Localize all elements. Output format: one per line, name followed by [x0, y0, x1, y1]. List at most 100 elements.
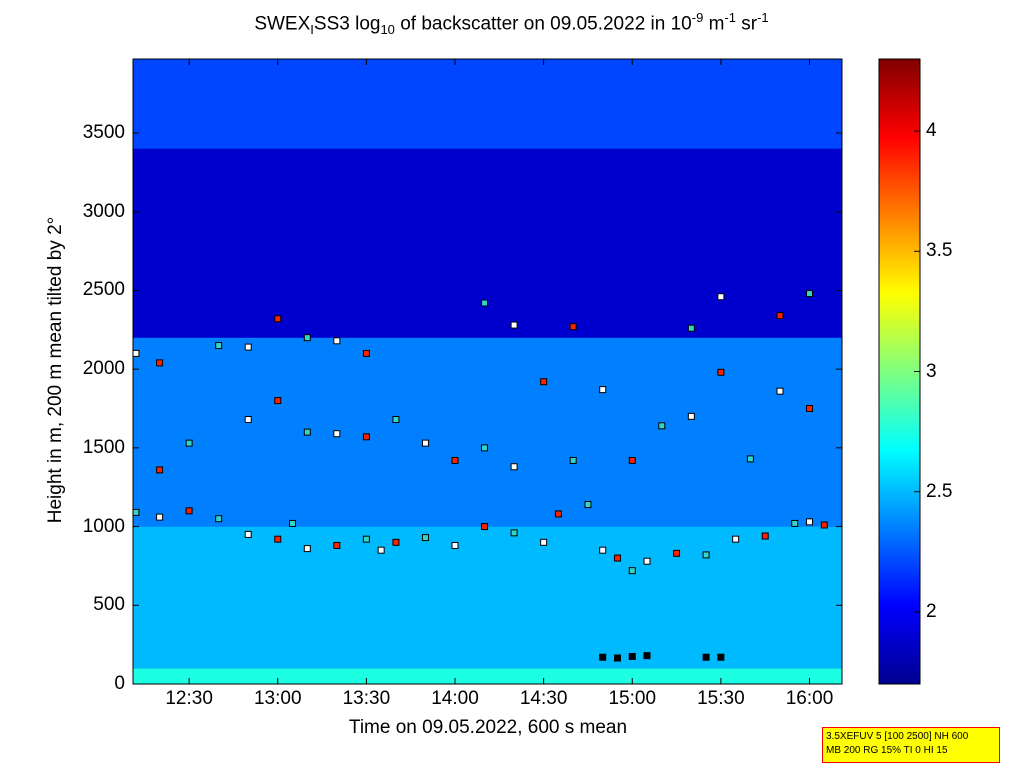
heat-layer-2 [133, 337, 842, 527]
marker-point [377, 546, 385, 554]
marker-point [643, 557, 651, 565]
x-tick-label: 13:30 [342, 688, 391, 709]
marker-point [717, 368, 725, 376]
processing-info-box: 3.5XEFUV 5 [100 2500] NH 600 MB 200 RG 1… [822, 727, 1000, 763]
marker-point [156, 513, 164, 521]
marker-point [185, 507, 193, 515]
marker-point [451, 456, 459, 464]
marker-point [540, 378, 548, 386]
info-line-2: MB 200 RG 15% TI 0 HI 15 [826, 745, 948, 756]
marker-point [599, 386, 607, 394]
marker-point [274, 535, 282, 543]
marker-point [702, 551, 710, 559]
x-axis-label: Time on 09.05.2022, 600 s mean [348, 717, 628, 738]
x-tick-label: 15:00 [608, 688, 657, 709]
marker-point [687, 324, 695, 332]
marker-point [244, 343, 252, 351]
marker-point [717, 653, 725, 661]
marker-point [451, 541, 459, 549]
marker-point [303, 545, 311, 553]
marker-point [421, 439, 429, 447]
x-tick-label: 16:00 [785, 688, 834, 709]
y-axis-label: Height in m, 200 m mean tilted by 2° [45, 216, 66, 524]
y-tick-label: 1000 [82, 515, 125, 537]
marker-point [628, 652, 636, 660]
marker-point [481, 444, 489, 452]
marker-point [132, 349, 140, 357]
marker-point [791, 519, 799, 527]
marker-point [658, 422, 666, 430]
heat-layer-3 [133, 148, 842, 338]
marker-point [244, 530, 252, 538]
y-tick-label: 1500 [82, 436, 125, 458]
marker-point [776, 312, 784, 320]
marker-point [333, 430, 341, 438]
marker-point [274, 315, 282, 323]
x-tick-label: 14:30 [519, 688, 568, 709]
y-tick-label: 2000 [82, 358, 125, 380]
y-tick-label: 2500 [82, 279, 125, 301]
marker-point [584, 501, 592, 509]
marker-point [303, 428, 311, 436]
marker-point [599, 653, 607, 661]
marker-point [746, 455, 754, 463]
y-tick-label: 3000 [82, 200, 125, 222]
marker-point [613, 654, 621, 662]
marker-point [185, 439, 193, 447]
marker-point [776, 387, 784, 395]
marker-point [554, 510, 562, 518]
marker-point [481, 523, 489, 531]
marker-point [628, 456, 636, 464]
x-tick-label: 15:30 [697, 688, 745, 709]
marker-point [289, 519, 297, 527]
heat-layer-0 [133, 668, 842, 684]
marker-point [392, 416, 400, 424]
marker-point [806, 404, 814, 412]
colorbar-tick-label: 2 [926, 600, 937, 622]
marker-point [510, 321, 518, 329]
colorbar-tick-label: 3.5 [926, 240, 953, 262]
info-line-1: 3.5XEFUV 5 [100 2500] NH 600 [826, 731, 969, 742]
marker-point [244, 416, 252, 424]
marker-point [643, 652, 651, 660]
marker-point [717, 293, 725, 301]
colorbar-tick-label: 3 [926, 360, 937, 382]
marker-point [510, 529, 518, 537]
marker-point [481, 299, 489, 307]
x-tick-label: 14:00 [431, 688, 479, 709]
marker-point [274, 397, 282, 405]
marker-point [540, 538, 548, 546]
chart-title: SWEXISS3 log10 of backscatter on 09.05.2… [254, 10, 769, 38]
marker-point [421, 534, 429, 542]
marker-point [510, 463, 518, 471]
y-tick-label: 500 [93, 594, 125, 616]
marker-point [303, 334, 311, 342]
marker-point [820, 521, 828, 529]
heat-layer-1 [133, 526, 842, 669]
marker-point [362, 433, 370, 441]
x-tick-label: 13:00 [253, 688, 302, 709]
marker-point [132, 508, 140, 516]
marker-point [333, 337, 341, 345]
marker-point [673, 549, 681, 557]
marker-point [732, 535, 740, 543]
marker-point [333, 541, 341, 549]
marker-point [362, 535, 370, 543]
marker-point [613, 554, 621, 562]
colorbar-tick-label: 2.5 [926, 480, 953, 502]
marker-point [628, 567, 636, 575]
marker-point [569, 323, 577, 331]
marker-point [156, 359, 164, 367]
plot-frame [132, 58, 843, 685]
marker-point [362, 349, 370, 357]
marker-point [687, 412, 695, 420]
marker-point [702, 653, 710, 661]
marker-point [215, 342, 223, 350]
marker-point [215, 515, 223, 523]
marker-point [569, 456, 577, 464]
y-tick-label: 3500 [82, 121, 125, 143]
marker-point [806, 518, 814, 526]
y-tick-label: 0 [114, 673, 125, 694]
x-tick-label: 12:30 [165, 688, 213, 709]
